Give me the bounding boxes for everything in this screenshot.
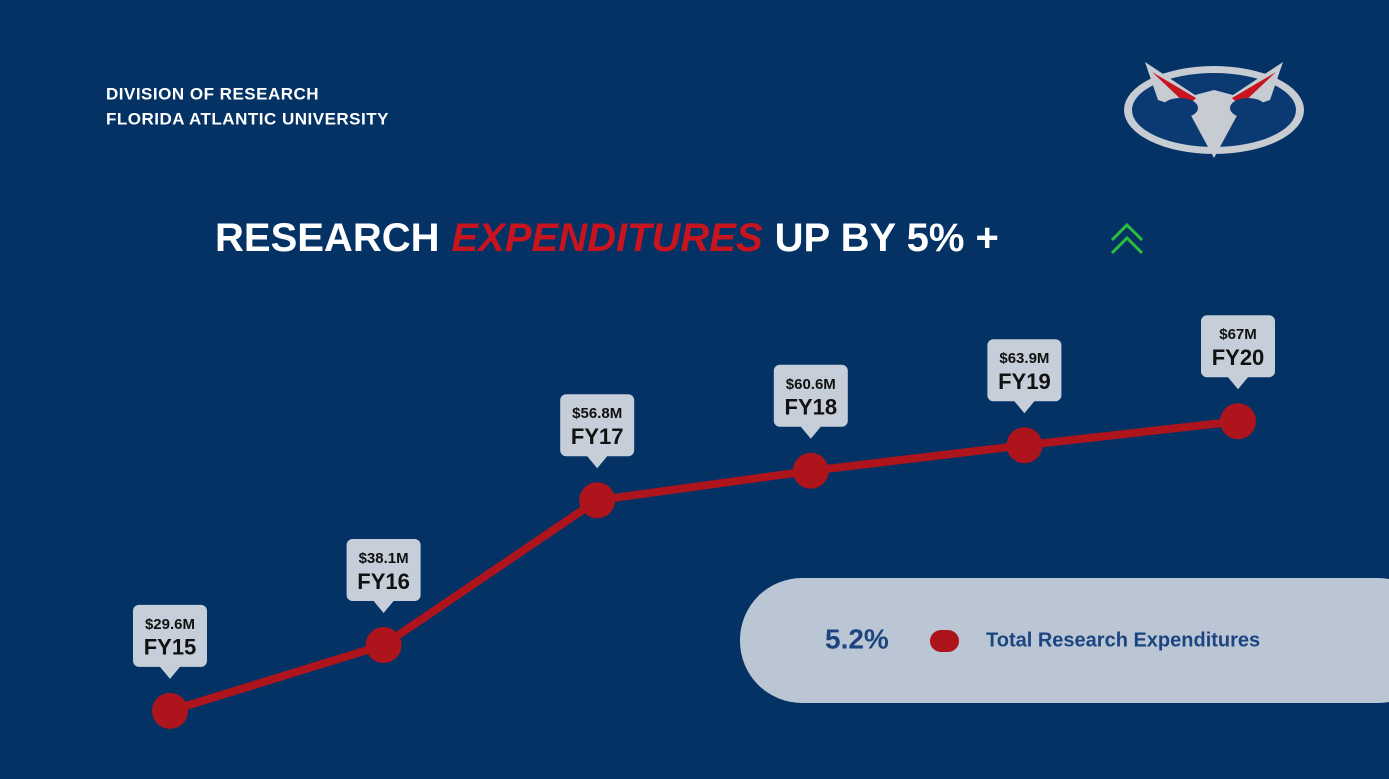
value-label: $38.1M — [359, 550, 409, 567]
value-label: $60.6M — [786, 376, 836, 393]
title-part: UP BY 5% + — [775, 216, 999, 260]
plot: $29.6M FY15 $38.1M FY16 $56.8M FY17 $60.6M FY18… — [133, 315, 1275, 729]
point — [152, 692, 188, 729]
value-label: $67M — [1219, 326, 1257, 343]
callout — [987, 339, 1062, 414]
value-label: $29.6M — [145, 616, 195, 633]
legend-box — [740, 578, 1389, 703]
callout — [1201, 315, 1275, 390]
value-label: $63.9M — [999, 350, 1049, 367]
point — [579, 482, 616, 519]
chart-title: RESEARCH EXPENDITURES UP BY 5% + — [215, 216, 999, 260]
category-label: FY16 — [357, 569, 410, 594]
category-label: FY19 — [998, 369, 1051, 394]
point — [1220, 403, 1256, 440]
category-label: FY18 — [785, 395, 838, 420]
value-label: $56.8M — [572, 405, 622, 422]
callout — [346, 539, 421, 614]
legend-marker — [930, 630, 959, 652]
logo — [1124, 62, 1304, 158]
header-line: FLORIDA ATLANTIC UNIVERSITY — [106, 109, 389, 128]
point — [792, 452, 829, 489]
category-label: FY15 — [144, 635, 197, 660]
title-highlight: EXPENDITURES — [451, 216, 762, 260]
point — [365, 627, 402, 664]
up-arrow-icon — [1110, 222, 1144, 255]
legend: Total Research Expenditures — [930, 629, 1260, 652]
annotation: 5.2% — [825, 623, 889, 654]
point — [1006, 427, 1043, 464]
title-part: RESEARCH — [215, 216, 439, 260]
header-line: DIVISION OF RESEARCH — [106, 84, 319, 103]
callout — [133, 604, 207, 679]
line — [168, 417, 1239, 715]
category-label: FY20 — [1212, 345, 1265, 370]
callout — [560, 394, 635, 469]
legend-label: Total Research Expenditures — [986, 629, 1260, 651]
callout — [773, 364, 848, 439]
category-label: FY17 — [571, 424, 624, 449]
